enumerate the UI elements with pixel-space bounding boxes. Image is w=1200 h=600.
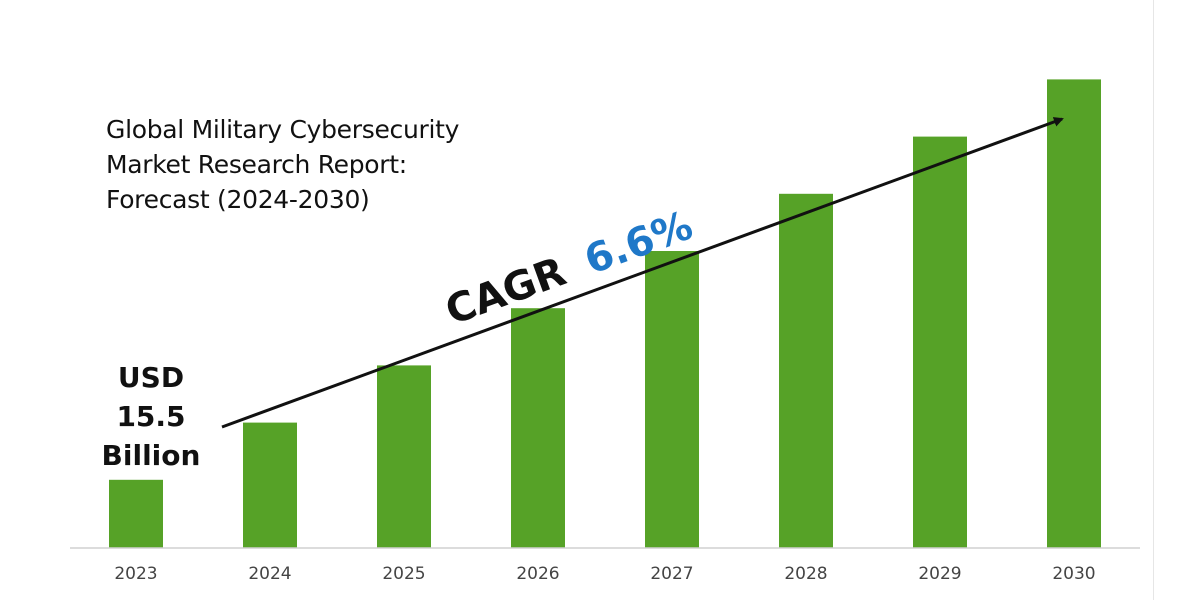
chart-title-line-1: Global Military Cybersecurity	[106, 115, 460, 144]
start-value-annotation: USD 15.5 Billion	[96, 358, 206, 475]
x-tick-label-2027: 2027	[650, 564, 693, 584]
bar-2027	[645, 251, 699, 548]
bar-2026	[511, 308, 565, 548]
bar-2024	[243, 422, 297, 548]
x-tick-label-2030: 2030	[1052, 564, 1095, 584]
start-value-line-1: USD	[117, 361, 185, 394]
x-tick-labels: 2023 2024 2025 2026 2027 2028 2029 2030	[114, 564, 1095, 584]
x-tick-label-2029: 2029	[918, 564, 961, 584]
bars-group	[109, 79, 1101, 549]
bar-2029	[913, 136, 967, 548]
cagr-trend-arrow	[221, 117, 1064, 429]
x-tick-label-2023: 2023	[114, 564, 157, 584]
x-tick-label-2024: 2024	[248, 564, 291, 584]
chart-title: Global Military Cybersecurity Market Res…	[106, 112, 536, 217]
x-tick-label-2026: 2026	[516, 564, 559, 584]
bar-2028	[779, 193, 833, 549]
start-value-line-3: Billion	[101, 439, 201, 472]
start-value-line-2: 15.5	[116, 400, 186, 433]
x-tick-label-2028: 2028	[784, 564, 827, 584]
chart-title-line-2: Market Research Report:	[106, 150, 407, 179]
chart-title-line-3: Forecast (2024-2030)	[106, 185, 370, 214]
bar-2030	[1047, 79, 1101, 549]
x-tick-label-2025: 2025	[382, 564, 425, 584]
bar-2025	[377, 365, 431, 548]
bar-2023	[109, 479, 163, 548]
right-divider	[1153, 0, 1154, 600]
